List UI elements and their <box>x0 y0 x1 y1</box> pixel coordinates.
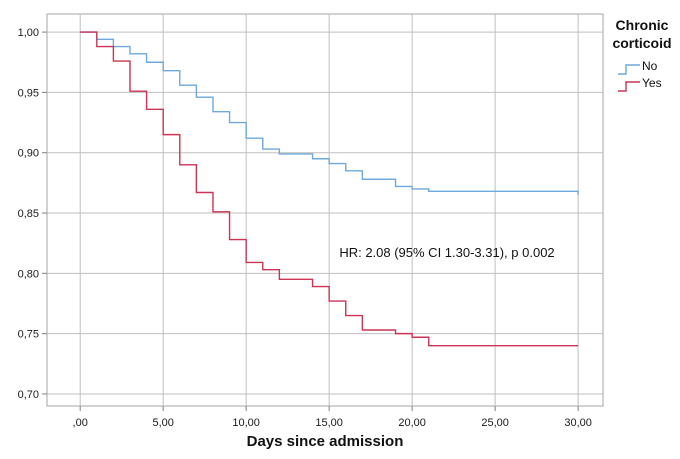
y-tick-label: 0,70 <box>18 389 39 401</box>
legend-swatch-yes <box>618 81 640 92</box>
legend-swatch-no <box>618 64 640 75</box>
y-axis-ticks: 0,70 0,75 0,80 0,85 0,90 0,95 1,00 <box>18 27 47 401</box>
series-group <box>80 31 579 347</box>
y-tick-label: 0,75 <box>18 329 39 341</box>
x-tick-label: 20,00 <box>398 417 426 429</box>
x-tick-label: 5,00 <box>152 417 173 429</box>
legend-label-yes: Yes <box>642 76 662 90</box>
hazard-ratio-annotation: HR: 2.08 (95% CI 1.30-3.31), p 0.002 <box>339 245 554 260</box>
legend: Chronic corticoid No Yes <box>612 17 672 92</box>
y-tick-label: 0,90 <box>18 148 39 160</box>
series-line-yes <box>80 31 579 347</box>
series-line-no <box>80 31 579 195</box>
y-tick-label: 0,80 <box>18 268 39 280</box>
plot-area <box>46 13 604 407</box>
legend-title-line2: corticoid <box>612 35 671 51</box>
legend-label-no: No <box>642 59 658 73</box>
y-tick-label: 0,85 <box>18 208 39 220</box>
x-tick-label: 30,00 <box>564 417 592 429</box>
x-tick-label: 10,00 <box>232 417 260 429</box>
x-tick-label: ,00 <box>73 417 88 429</box>
x-tick-label: 15,00 <box>315 417 343 429</box>
grid <box>47 14 603 406</box>
x-axis-title: Days since admission <box>247 433 404 450</box>
legend-title-line1: Chronic <box>616 17 669 33</box>
legend-items: No Yes <box>618 59 662 92</box>
x-tick-label: 25,00 <box>481 417 509 429</box>
y-tick-label: 1,00 <box>18 27 39 39</box>
x-axis-ticks: ,00 5,00 10,00 15,00 20,00 25,00 30,00 <box>73 406 592 429</box>
y-tick-label: 0,95 <box>18 87 39 99</box>
